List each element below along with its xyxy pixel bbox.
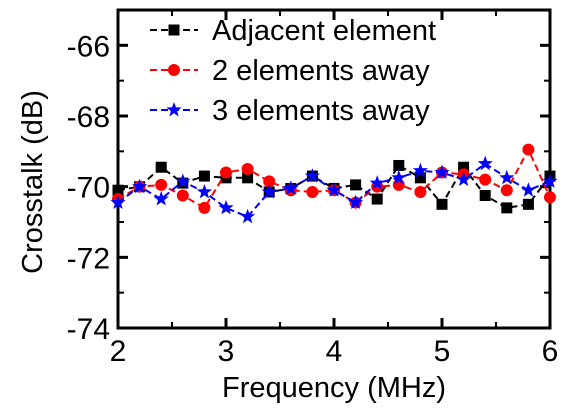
data-point xyxy=(542,173,558,188)
data-point xyxy=(348,194,364,209)
series-layer xyxy=(110,143,558,224)
data-point xyxy=(176,189,189,202)
data-point xyxy=(241,163,254,175)
data-point xyxy=(132,178,148,194)
data-point xyxy=(198,170,210,182)
data-point xyxy=(242,172,254,184)
data-point xyxy=(414,185,427,198)
x-tick-label: 5 xyxy=(434,335,451,368)
data-point xyxy=(304,168,320,183)
y-tick-label: -72 xyxy=(67,242,110,275)
data-point xyxy=(522,198,534,210)
data-point xyxy=(479,190,491,201)
data-point xyxy=(436,198,448,210)
x-axis-label: Frequency (MHz) xyxy=(222,372,446,404)
x-tick-label: 4 xyxy=(326,335,343,368)
y-tick-label: -66 xyxy=(67,30,110,63)
data-point xyxy=(499,169,515,185)
data-point xyxy=(263,175,276,188)
data-point xyxy=(412,162,428,178)
legend-label: Adjacent element xyxy=(212,15,436,47)
data-point xyxy=(371,193,383,205)
data-point xyxy=(196,184,212,199)
data-point xyxy=(479,173,492,186)
data-point xyxy=(155,178,168,191)
series-line xyxy=(117,164,551,209)
data-point xyxy=(112,184,124,196)
data-point xyxy=(326,182,342,197)
data-point xyxy=(500,184,513,197)
data-point xyxy=(544,191,556,204)
data-point xyxy=(456,171,472,187)
legend-label: 2 elements away xyxy=(212,55,430,87)
series-line xyxy=(117,147,551,210)
data-point xyxy=(458,161,470,173)
y-tick-label: -74 xyxy=(67,313,110,346)
y-tick-label: -68 xyxy=(67,101,110,134)
y-axis-label: Crosstalk (dB) xyxy=(17,90,49,274)
data-point xyxy=(283,180,299,195)
legend-marker xyxy=(168,64,180,76)
data-point xyxy=(261,184,277,199)
data-point xyxy=(520,182,536,197)
data-point xyxy=(350,179,362,191)
data-point xyxy=(110,194,126,209)
x-tick-label: 2 xyxy=(110,335,127,368)
legend-marker xyxy=(168,24,180,36)
legend: Adjacent element 2 elements away 3 element… xyxy=(150,15,436,127)
data-point xyxy=(306,185,319,198)
legend-item: Adjacent element xyxy=(150,15,436,47)
data-point xyxy=(369,175,385,190)
data-point xyxy=(522,143,535,156)
data-point xyxy=(175,173,191,188)
x-tick-label: 3 xyxy=(218,335,235,368)
data-point xyxy=(434,164,450,179)
data-point xyxy=(240,208,256,224)
axes-layer: 2 3 4 5 6 -74 -72 -70 -68 -66 xyxy=(67,8,559,368)
data-point xyxy=(155,161,167,173)
y-tick-label: -70 xyxy=(67,172,110,205)
data-point xyxy=(218,199,234,215)
x-tick-label: 6 xyxy=(542,335,559,368)
data-point xyxy=(501,202,513,214)
series-3 xyxy=(110,155,558,224)
data-point xyxy=(391,169,407,185)
data-point xyxy=(153,191,169,206)
data-point xyxy=(414,172,426,184)
data-point xyxy=(393,159,405,171)
data-point xyxy=(198,201,211,214)
data-point xyxy=(220,166,232,179)
legend-item: 3 elements away xyxy=(150,95,430,127)
legend-item: 2 elements away xyxy=(150,55,430,87)
legend-label: 3 elements away xyxy=(212,95,430,127)
legend-marker xyxy=(166,102,182,117)
data-point xyxy=(477,155,493,171)
